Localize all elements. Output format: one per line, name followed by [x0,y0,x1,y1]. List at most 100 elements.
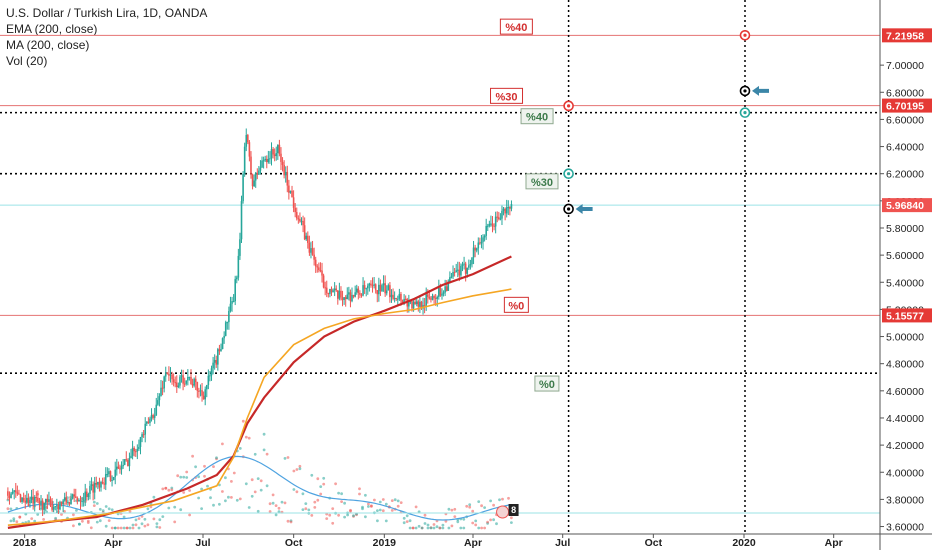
candle-body [365,288,368,290]
candle-body [262,160,265,162]
annotation-label: %30 [531,177,553,189]
volume-dot [209,496,212,500]
candle-body [426,294,429,297]
volume-dot [432,526,436,530]
candle-body [188,376,191,378]
candle-body [78,499,80,502]
candle-body [194,378,197,383]
volume-dot [414,505,418,509]
volume-dot [441,526,445,530]
moving-averages [7,255,512,529]
candle-body [425,294,428,306]
volume-dot [453,515,457,518]
volume-dot [364,493,367,497]
candle-body [49,499,52,502]
candle-body [322,275,325,288]
volume-dot [179,475,183,479]
volume-dot [447,526,451,530]
candle-body [475,248,478,251]
candle-body [289,190,292,193]
candle-body [141,434,143,438]
volume-dot [176,474,180,478]
volume-dot [390,499,394,502]
candle-body [205,384,208,390]
candle-body [349,292,352,302]
volume-dot [346,513,349,517]
volume-dot [340,500,343,503]
candle-body [370,283,372,286]
flag-icon [496,505,510,519]
candle-body [29,499,31,504]
volume-dot [185,470,189,474]
volume-dot [143,524,147,528]
candle-body [174,382,177,384]
candle-body [438,287,440,297]
volume-dot [405,514,409,518]
volume-dot [95,520,99,524]
volume-dot [414,526,418,530]
candle-body [434,297,437,299]
volume-dot [60,513,63,516]
candle-body [374,284,377,291]
price-tag [882,98,932,113]
candle-body [128,458,131,467]
candle-body [210,368,213,376]
volume-dot [30,517,34,520]
candle-body [24,500,27,503]
volume-dot [367,502,370,506]
candle-body [108,471,110,475]
candle-body [57,505,60,510]
candle-body [450,276,453,278]
annotation-box [520,108,554,125]
candle-body [477,242,480,249]
volume-dot [390,509,394,512]
candle-body [138,446,140,449]
horizontal-lines [0,34,880,514]
volume-dot [152,517,156,521]
volume-dot [352,514,355,518]
candle-body [250,156,252,175]
volume-dot [378,500,382,504]
candle-body [218,349,221,352]
candle-body [272,149,274,155]
candle-body [436,296,439,299]
candle-body [152,415,154,418]
volume-dot [295,490,299,494]
candle-body [392,294,394,299]
volume-dot [474,519,478,523]
candle-body [433,296,435,298]
candle-body [27,497,30,504]
volume-dot [89,526,93,530]
volume-dot [381,498,385,501]
y-tick-label: 4.60000 [886,386,924,398]
candle-body [299,219,301,222]
candle-body [316,266,319,268]
volume-dot [286,519,290,523]
volume-dot [63,510,66,513]
candle-body [109,471,112,481]
candle-body [324,287,326,289]
candle-body [485,226,487,236]
candle-body [67,501,69,503]
candle-body [395,298,398,300]
candle-body [119,468,121,470]
annotation-label: %40 [505,22,527,34]
vertical-lines [567,0,746,534]
candle-body [302,220,304,226]
candle-body [343,297,345,301]
candle-body [456,269,459,271]
candle-body [147,421,150,423]
event-badge [508,504,519,516]
volume-dot [507,496,510,500]
candle-body [60,501,63,505]
volume-dot [274,504,278,507]
event-badge-label: 8 [511,505,516,515]
volume-dot [221,442,224,446]
volume-dot [429,526,433,530]
volume-dot [367,505,370,508]
volume-dot [238,447,242,450]
candle-body [313,254,315,260]
y-tick-label: 5.00000 [886,332,924,344]
volume-dot [247,436,251,440]
